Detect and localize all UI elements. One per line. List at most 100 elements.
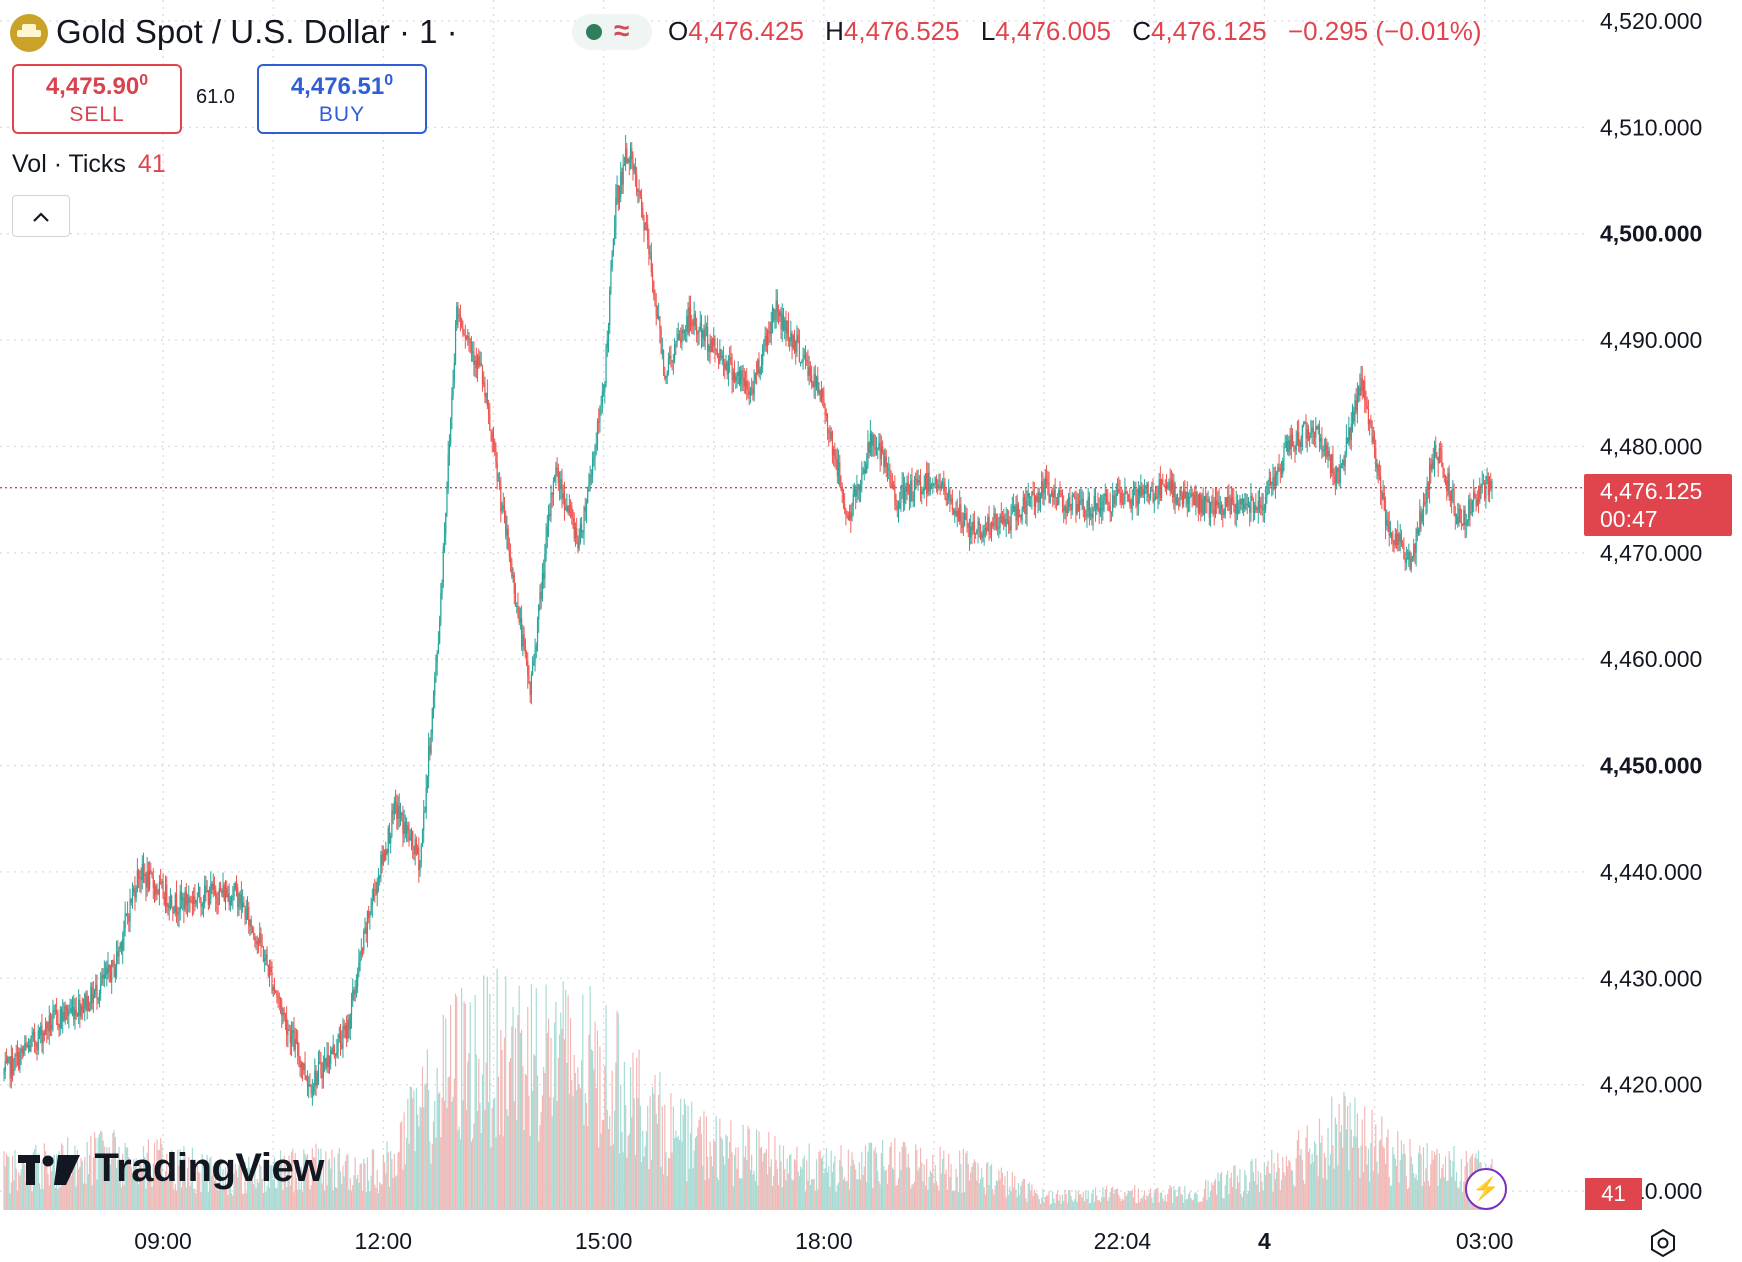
candle-body (1279, 468, 1281, 471)
volume-bar (45, 1151, 47, 1210)
candle-body (700, 323, 703, 339)
candle-body (462, 327, 464, 334)
candle-body (282, 1012, 284, 1016)
price-axis[interactable]: 4,520.0004,510.0004,500.0004,490.0004,48… (1584, 0, 1742, 1262)
volume-bar (1047, 1195, 1049, 1210)
candle-body (873, 434, 875, 449)
lightning-icon[interactable]: ⚡ (1465, 1168, 1507, 1210)
candle-body (675, 344, 677, 346)
candle-body (337, 1038, 339, 1053)
volume-bar (1191, 1200, 1193, 1210)
time-axis[interactable]: 09:00 12:00 15:00 18:00 22:04 4 03:00 (0, 1210, 1584, 1262)
candle-body (513, 574, 515, 594)
buy-button[interactable]: 4,476.510 BUY (257, 64, 427, 134)
collapse-legend-button[interactable] (12, 195, 70, 237)
candle-body (1222, 509, 1224, 515)
candle-body (162, 881, 164, 898)
volume-indicator-legend[interactable]: Vol · Ticks 41 (12, 150, 166, 179)
candle-body (48, 1015, 50, 1032)
sell-button[interactable]: 4,475.900 SELL (12, 64, 182, 134)
candle-body (314, 1070, 316, 1087)
volume-bar (580, 1060, 583, 1210)
volume-bar (584, 1093, 586, 1210)
volume-bar (1053, 1198, 1055, 1210)
candle-body (476, 356, 479, 369)
candle-body (1206, 500, 1208, 502)
volume-bar (962, 1148, 964, 1210)
candle-body (261, 945, 263, 947)
volume-bar (1417, 1152, 1420, 1210)
candle-body (1473, 492, 1475, 501)
candle-body (1451, 490, 1453, 501)
volume-bar (1169, 1185, 1171, 1210)
candle-body (688, 307, 690, 333)
volume-bar (834, 1156, 836, 1210)
candle-body (1404, 558, 1406, 563)
candle-body (1229, 498, 1231, 515)
volume-bar (437, 1093, 440, 1210)
volume-bar (687, 1105, 689, 1210)
volume-bar (221, 1190, 223, 1210)
candle-body (93, 990, 96, 995)
volume-bar (1066, 1202, 1068, 1210)
candle-body (680, 338, 682, 344)
candle-body (791, 333, 793, 348)
volume-bar (928, 1176, 930, 1210)
candle-body (270, 966, 272, 973)
volume-bar (556, 1100, 558, 1210)
candle-body (1365, 400, 1367, 407)
volume-bar (421, 1066, 424, 1210)
volume-bar (643, 1156, 645, 1210)
volume-bar (81, 1161, 83, 1210)
high-key: H (825, 16, 844, 46)
candle-body (491, 431, 493, 441)
candle-body (412, 831, 414, 847)
volume-bar (223, 1184, 225, 1210)
volume-bar (320, 1148, 322, 1210)
volume-bar (169, 1160, 172, 1210)
candle-body (450, 418, 452, 444)
settings-icon[interactable] (1648, 1228, 1678, 1258)
symbol-title[interactable]: Gold Spot / U.S. Dollar · 1 · (56, 13, 458, 50)
volume-bar (1444, 1156, 1447, 1210)
candle-body (770, 322, 772, 335)
candle-body (408, 830, 410, 841)
candle-body (535, 646, 537, 651)
volume-bar (231, 1193, 233, 1210)
candle-body (117, 951, 119, 957)
candle-body (275, 989, 277, 994)
volume-bar (1183, 1202, 1185, 1210)
candle-body (1315, 426, 1317, 438)
volume-bar (374, 1184, 376, 1210)
volume-bar (770, 1159, 772, 1210)
gold-coin-icon[interactable] (10, 14, 48, 52)
candle-body (1413, 543, 1415, 557)
volume-bar (1405, 1176, 1407, 1210)
candle-body (8, 1057, 10, 1059)
tradingview-watermark[interactable]: TradingView (18, 1146, 324, 1196)
volume-bar (904, 1142, 906, 1210)
candle-body (978, 521, 980, 526)
volume-bar (628, 1133, 630, 1210)
candle-body (714, 338, 716, 349)
volume-bar (918, 1167, 920, 1210)
volume-bar (1409, 1139, 1411, 1210)
candle-body (410, 831, 413, 837)
market-status[interactable]: ≈ (572, 14, 652, 50)
volume-bar (957, 1192, 960, 1210)
volume-bar (336, 1187, 338, 1210)
volume-bar (1359, 1177, 1361, 1210)
volume-bar (825, 1148, 827, 1210)
volume-bar (555, 1001, 557, 1210)
candle-body (195, 899, 197, 904)
volume-bar (951, 1191, 953, 1210)
volume-bar (368, 1180, 370, 1210)
volume-bar (651, 1087, 654, 1210)
volume-bar (725, 1134, 727, 1210)
candle-body (963, 513, 966, 527)
volume-bar (955, 1168, 957, 1210)
volume-bar (967, 1163, 969, 1210)
candle-body (109, 972, 112, 983)
candle-body (1349, 428, 1351, 441)
